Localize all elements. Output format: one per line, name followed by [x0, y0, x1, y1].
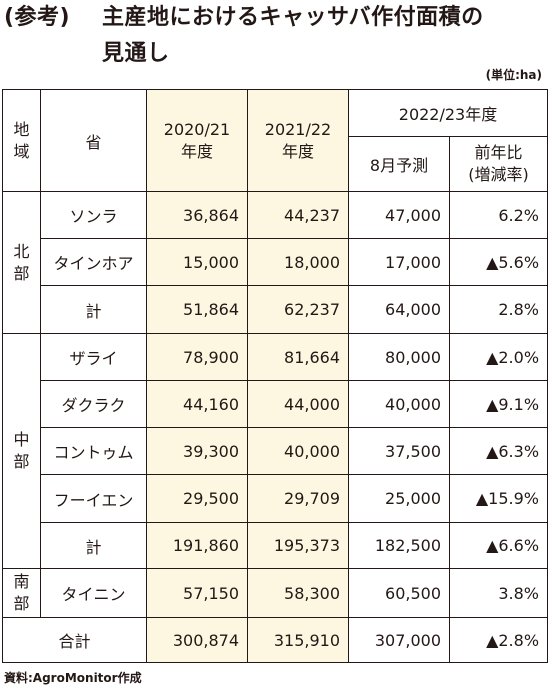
province-cell: 計 — [40, 522, 147, 569]
table-row: ダクラク 44,160 44,000 40,000 ▲9.1% — [3, 380, 549, 428]
cassava-area-table: 地 域 省 2020/21 年度 2021/22 年度 2022/23年度 8月… — [2, 89, 549, 663]
region-name: 北 部 — [13, 241, 30, 283]
header-province: 省 — [40, 89, 147, 192]
value-forecast: 17,000 — [348, 238, 450, 286]
header-region-text: 地 域 — [13, 119, 30, 161]
table-row: 計 51,864 62,237 64,000 2.8% — [3, 285, 549, 334]
table-row: 北 部 ソンラ 36,864 44,237 47,000 6.2% — [2, 191, 549, 334]
value-change: ▲2.0% — [448, 333, 549, 381]
value-change: 2.8% — [448, 285, 549, 334]
table-row: 中 部 ザライ 78,900 81,664 80,000 ▲2.0% — [2, 333, 549, 569]
province-cell: コントゥム — [40, 427, 147, 475]
value-2020: 78,900 — [146, 333, 248, 381]
value-2020: 15,000 — [146, 238, 248, 286]
value-forecast: 60,500 — [348, 568, 450, 618]
value-2020: 36,864 — [146, 191, 248, 239]
province-cell: ソンラ — [40, 191, 147, 239]
table-row: タインホア 15,000 18,000 17,000 ▲5.6% — [3, 238, 549, 286]
region-name: 南 部 — [13, 572, 30, 613]
value-2020: 51,864 — [146, 285, 248, 334]
value-forecast: 25,000 — [348, 474, 450, 523]
value-2021: 195,373 — [247, 522, 349, 569]
value-2020: 29,500 — [146, 474, 248, 523]
value-2021: 81,664 — [247, 333, 349, 381]
page-title: (参考) 主産地におけるキャッサバ作付面積の 見通し — [4, 0, 550, 72]
value-2021: 58,300 — [247, 568, 349, 618]
total-row: 合計 300,874 315,910 307,000 ▲2.8% — [2, 617, 549, 663]
value-2021: 18,000 — [247, 238, 349, 286]
title-line2: 見通し — [102, 41, 170, 66]
header-region: 地 域 — [2, 89, 41, 192]
region-name: 中 部 — [13, 430, 30, 471]
value-change: ▲6.6% — [448, 522, 549, 569]
value-2020: 39,300 — [146, 427, 248, 475]
value-2020: 44,160 — [146, 380, 248, 428]
province-cell: フーイエン — [40, 474, 147, 523]
value-forecast: 47,000 — [348, 191, 450, 239]
table-row: フーイエン 29,500 29,709 25,000 ▲15.9% — [3, 474, 549, 523]
value-2021: 44,237 — [247, 191, 349, 239]
header-forecast: 8月予測 — [348, 136, 450, 192]
header-2021: 2021/22 年度 — [247, 89, 349, 192]
region-cell: 北 部 — [2, 191, 41, 334]
value-2021: 62,237 — [247, 285, 349, 334]
value-2020: 57,150 — [146, 568, 248, 618]
province-cell: タイニン — [40, 568, 147, 618]
value-change: ▲9.1% — [448, 380, 549, 428]
region-cell: 中 部 — [2, 333, 41, 569]
value-forecast: 80,000 — [348, 333, 450, 381]
title-prefix: (参考) — [4, 5, 71, 30]
value-forecast: 40,000 — [348, 380, 450, 428]
header-2020-text: 2020/21 年度 — [163, 119, 231, 161]
value-forecast: 37,500 — [348, 427, 450, 475]
value-forecast: 182,500 — [348, 522, 450, 569]
header-change-text: 前年比 (増減率) — [468, 143, 529, 184]
total-change: ▲2.8% — [448, 617, 549, 663]
value-2021: 29,709 — [247, 474, 349, 523]
value-change: 3.8% — [448, 568, 549, 618]
region-cell: 南 部 — [2, 568, 41, 618]
value-change: 6.2% — [448, 191, 549, 239]
value-change: ▲5.6% — [448, 238, 549, 286]
total-label: 合計 — [2, 617, 147, 663]
province-cell: ザライ — [40, 333, 147, 381]
title-line1: 主産地におけるキャッサバ作付面積の — [102, 5, 484, 30]
value-2020: 191,860 — [146, 522, 248, 569]
province-cell: タインホア — [40, 238, 147, 286]
total-2021: 315,910 — [247, 617, 349, 663]
table-row: 南 部 タイニン 57,150 58,300 60,500 3.8% — [2, 568, 549, 618]
header-2022: 2022/23年度 — [347, 89, 549, 137]
table-row: コントゥム 39,300 40,000 37,500 ▲6.3% — [3, 427, 549, 475]
province-cell: 計 — [40, 285, 147, 334]
province-cell: ダクラク — [40, 380, 147, 428]
header-change: 前年比 (増減率) — [448, 136, 549, 192]
source-note: 資料:AgroMonitor作成 — [4, 671, 142, 685]
value-change: ▲6.3% — [448, 427, 549, 475]
unit-label: (単位:ha) — [485, 68, 542, 82]
total-2020: 300,874 — [146, 617, 248, 663]
value-2021: 40,000 — [247, 427, 349, 475]
value-forecast: 64,000 — [348, 285, 450, 334]
header-2021-text: 2021/22 年度 — [264, 119, 332, 161]
value-change: ▲15.9% — [448, 474, 549, 523]
header-2020: 2020/21 年度 — [146, 89, 248, 192]
value-2021: 44,000 — [247, 380, 349, 428]
table-row: 計 191,860 195,373 182,500 ▲6.6% — [3, 522, 549, 569]
total-forecast: 307,000 — [348, 617, 450, 663]
